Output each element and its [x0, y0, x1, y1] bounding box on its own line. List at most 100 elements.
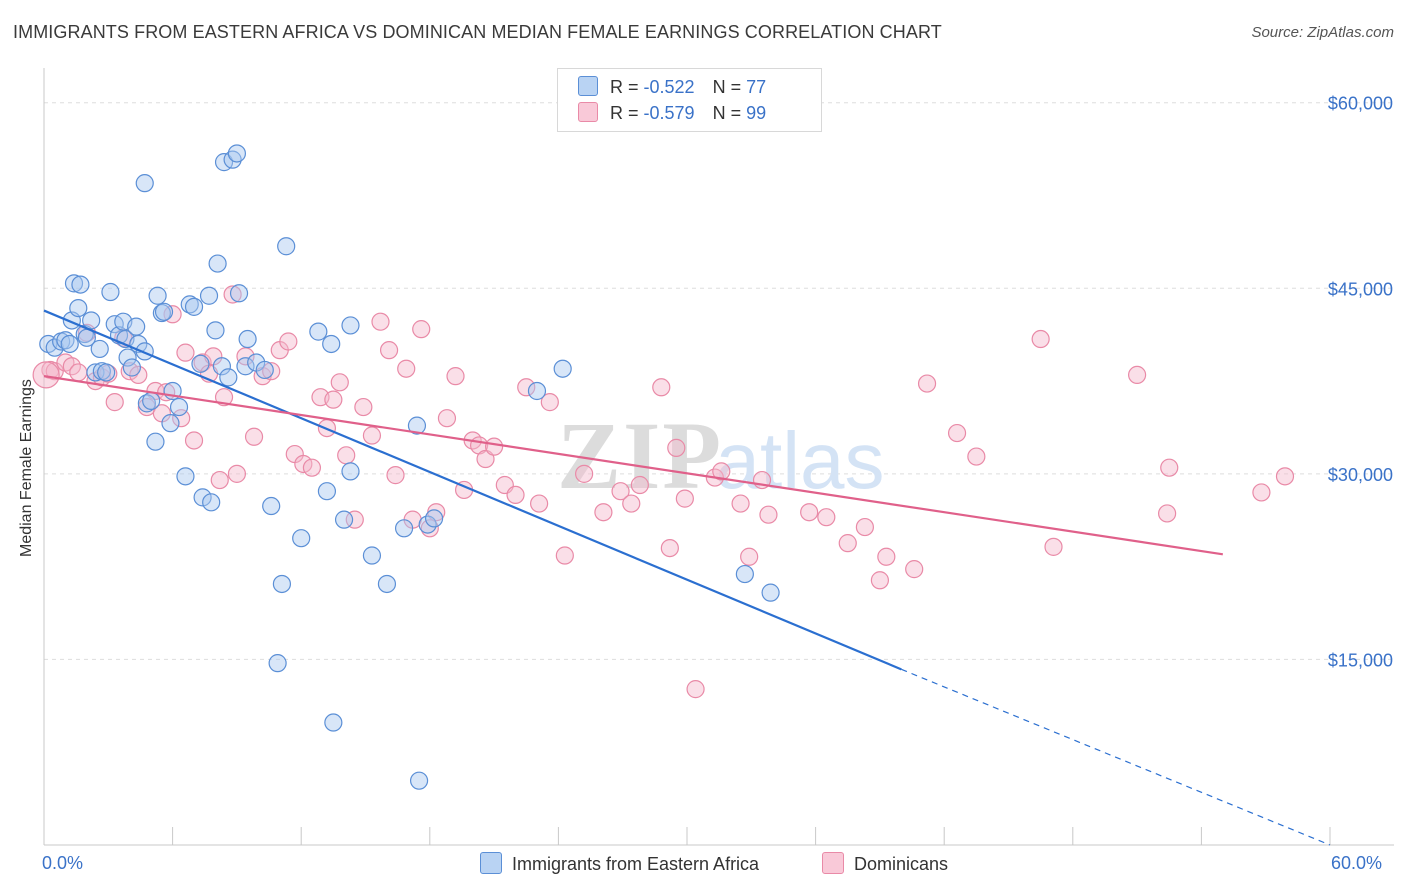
dominicans-point: [1127, 365, 1147, 385]
dominicans-point: [630, 475, 649, 495]
dominicans-point: [517, 378, 536, 397]
eastern-africa-point: [409, 771, 429, 790]
eastern-africa-point: [334, 510, 354, 529]
dominicans-point: [210, 470, 229, 490]
eastern-africa-point: [227, 144, 246, 163]
eastern-africa-point: [268, 654, 287, 673]
gridlines: [44, 102, 1394, 660]
dominicans-point: [740, 547, 759, 566]
y-tick-labels: $15,000 $30,000 $45,000 $60,000: [1328, 94, 1393, 671]
dominicans-point: [176, 343, 195, 362]
dominicans-point: [855, 517, 874, 537]
legend-r-label: R =: [610, 103, 644, 123]
eastern-africa-point: [146, 432, 165, 451]
watermark-zip: ZIP: [557, 402, 723, 509]
eastern-africa-point: [202, 493, 221, 512]
eastern-africa-point: [527, 381, 547, 401]
eastern-africa-point: [191, 354, 210, 373]
dominicans-point: [622, 494, 641, 513]
eastern-africa-point: [161, 414, 180, 433]
eastern-africa-point: [127, 317, 146, 336]
eastern-africa-point: [255, 360, 274, 380]
eastern-africa-point: [169, 397, 189, 417]
dominicans-point: [1158, 504, 1177, 523]
dominicans-point: [905, 560, 924, 579]
eastern-africa-point: [219, 368, 238, 387]
eastern-africa-point: [101, 282, 120, 302]
dominicans-point: [386, 466, 405, 485]
eastern-africa-point: [118, 348, 137, 367]
dominicans-point: [575, 464, 594, 483]
dominicans-point: [686, 680, 705, 699]
eastern-africa-point: [199, 286, 219, 305]
watermark-atlas: atlas: [716, 416, 885, 505]
eastern-africa-point: [309, 322, 328, 341]
dominicans-point: [530, 494, 549, 513]
correlation-legend: R = -0.522 N = 77 R = -0.579 N = 99: [557, 68, 822, 132]
dominicans-point: [667, 438, 686, 457]
eastern-africa-point: [377, 574, 397, 594]
eastern-africa-point: [272, 574, 292, 594]
dominicans-point: [223, 285, 242, 304]
eastern-africa-point: [71, 275, 90, 294]
dominicans-point: [1044, 537, 1063, 556]
eastern-africa-point: [176, 467, 195, 486]
eastern-africa-point: [238, 329, 257, 349]
dominicans-point: [1275, 467, 1295, 486]
eastern-africa-point: [407, 416, 427, 435]
dominicans-point: [555, 546, 574, 565]
dominicans-points: [32, 285, 1295, 699]
source-credit: Source: ZipAtlas.com: [1251, 24, 1394, 41]
dominicans-point: [324, 390, 343, 409]
legend-n-value: 99: [746, 103, 767, 123]
dominicans-point: [105, 393, 124, 412]
dominicans-point: [345, 510, 364, 529]
legend-n-value: 77: [746, 77, 767, 97]
dominicans-point: [437, 409, 457, 428]
bottom-legend-swatch-blue: [480, 852, 502, 874]
bottom-legend-label: Immigrants from Eastern Africa: [512, 854, 760, 874]
eastern-africa-trendline-extension: [901, 668, 1331, 846]
eastern-africa-point: [212, 357, 231, 376]
dominicans-point: [172, 409, 191, 428]
dominicans-point: [611, 482, 630, 501]
dominicans-point: [362, 426, 382, 445]
dominicans-point: [967, 447, 986, 466]
eastern-africa-point: [236, 357, 255, 376]
dominicans-point: [540, 393, 559, 412]
legend-n-label: N =: [712, 77, 747, 97]
bottom-legend-dominicans: Dominicans: [822, 852, 948, 875]
eastern-africa-point: [142, 391, 161, 410]
dominicans-point: [594, 503, 613, 522]
eastern-africa-point: [122, 358, 141, 377]
dominicans-point: [1252, 483, 1271, 502]
eastern-africa-point: [135, 174, 154, 193]
legend-swatch-blue: [578, 76, 598, 96]
legend-row-dominicans: R = -0.579 N = 99: [578, 102, 766, 124]
dominicans-point: [731, 494, 750, 513]
dominicans-point: [476, 449, 495, 469]
y-tick-label: $30,000: [1328, 465, 1393, 485]
eastern-africa-point: [208, 254, 227, 273]
eastern-africa-point: [148, 286, 167, 305]
legend-r-value: -0.522: [643, 77, 695, 97]
eastern-africa-point: [97, 363, 116, 382]
y-tick-label: $60,000: [1328, 94, 1393, 114]
eastern-africa-point: [60, 334, 79, 354]
eastern-africa-point: [193, 488, 212, 507]
x-tick-label-max: 60.0%: [1331, 853, 1383, 873]
dominicans-point: [800, 503, 819, 522]
eastern-africa-point: [154, 302, 174, 321]
eastern-africa-point: [362, 546, 382, 565]
dominicans-point: [129, 365, 148, 385]
dominicans-point: [302, 458, 322, 477]
dominicans-trendline: [43, 375, 1223, 556]
eastern-africa-point: [82, 311, 101, 330]
dominicans-point: [652, 378, 671, 397]
legend-n-label: N =: [712, 103, 747, 123]
dominicans-point: [1160, 458, 1179, 477]
eastern-africa-point: [394, 519, 414, 538]
eastern-africa-point: [341, 316, 360, 335]
dominicans-point: [379, 341, 399, 360]
